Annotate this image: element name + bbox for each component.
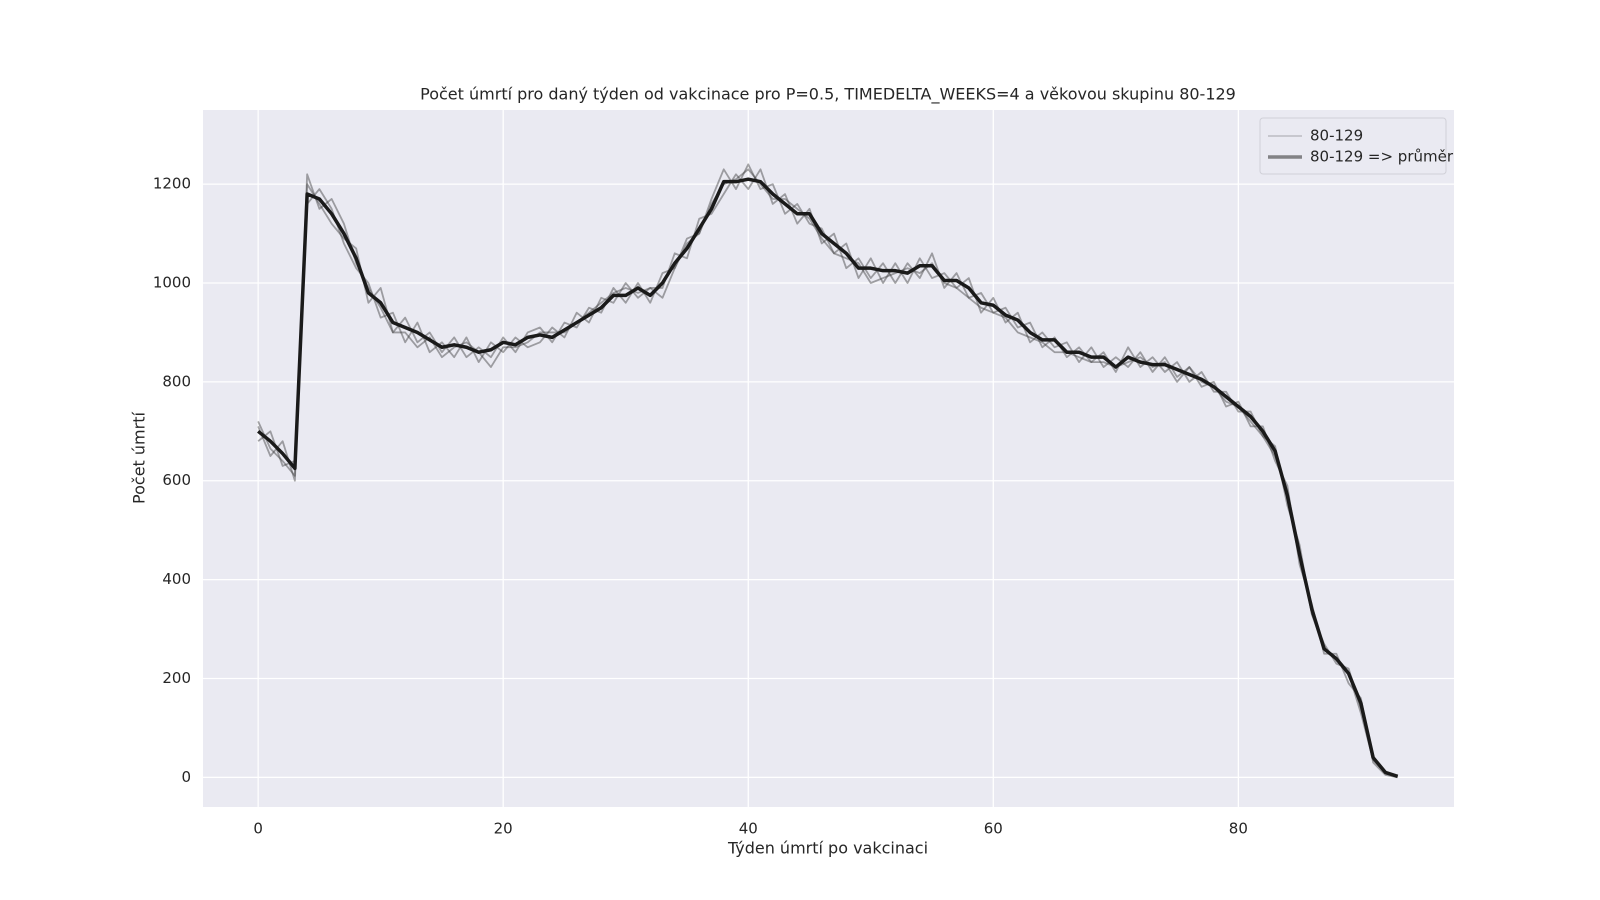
x-axis-label: Týden úmrtí po vakcinaci [727,839,928,858]
x-tick-label: 0 [253,820,263,838]
legend-label: 80-129 [1310,127,1363,145]
chart-title: Počet úmrtí pro daný týden od vakcinace … [420,85,1236,105]
legend-box [1259,117,1447,175]
legend-label: 80-129 => průměr [1310,148,1454,166]
x-tick-label: 60 [984,820,1003,838]
x-tick-label: 40 [739,820,758,838]
y-tick-label: 800 [162,372,191,390]
x-tick-label: 20 [494,820,513,838]
y-tick-label: 600 [162,471,191,489]
y-tick-label: 0 [181,768,191,786]
y-tick-label: 1000 [153,274,191,292]
y-axis-label: Počet úmrtí [130,412,149,504]
y-tick-label: 200 [162,669,191,687]
x-tick-label: 80 [1229,820,1248,838]
series-line [257,177,1399,779]
y-tick-label: 400 [162,570,191,588]
plot-area [203,110,1454,807]
y-tick-label: 1200 [153,175,191,193]
